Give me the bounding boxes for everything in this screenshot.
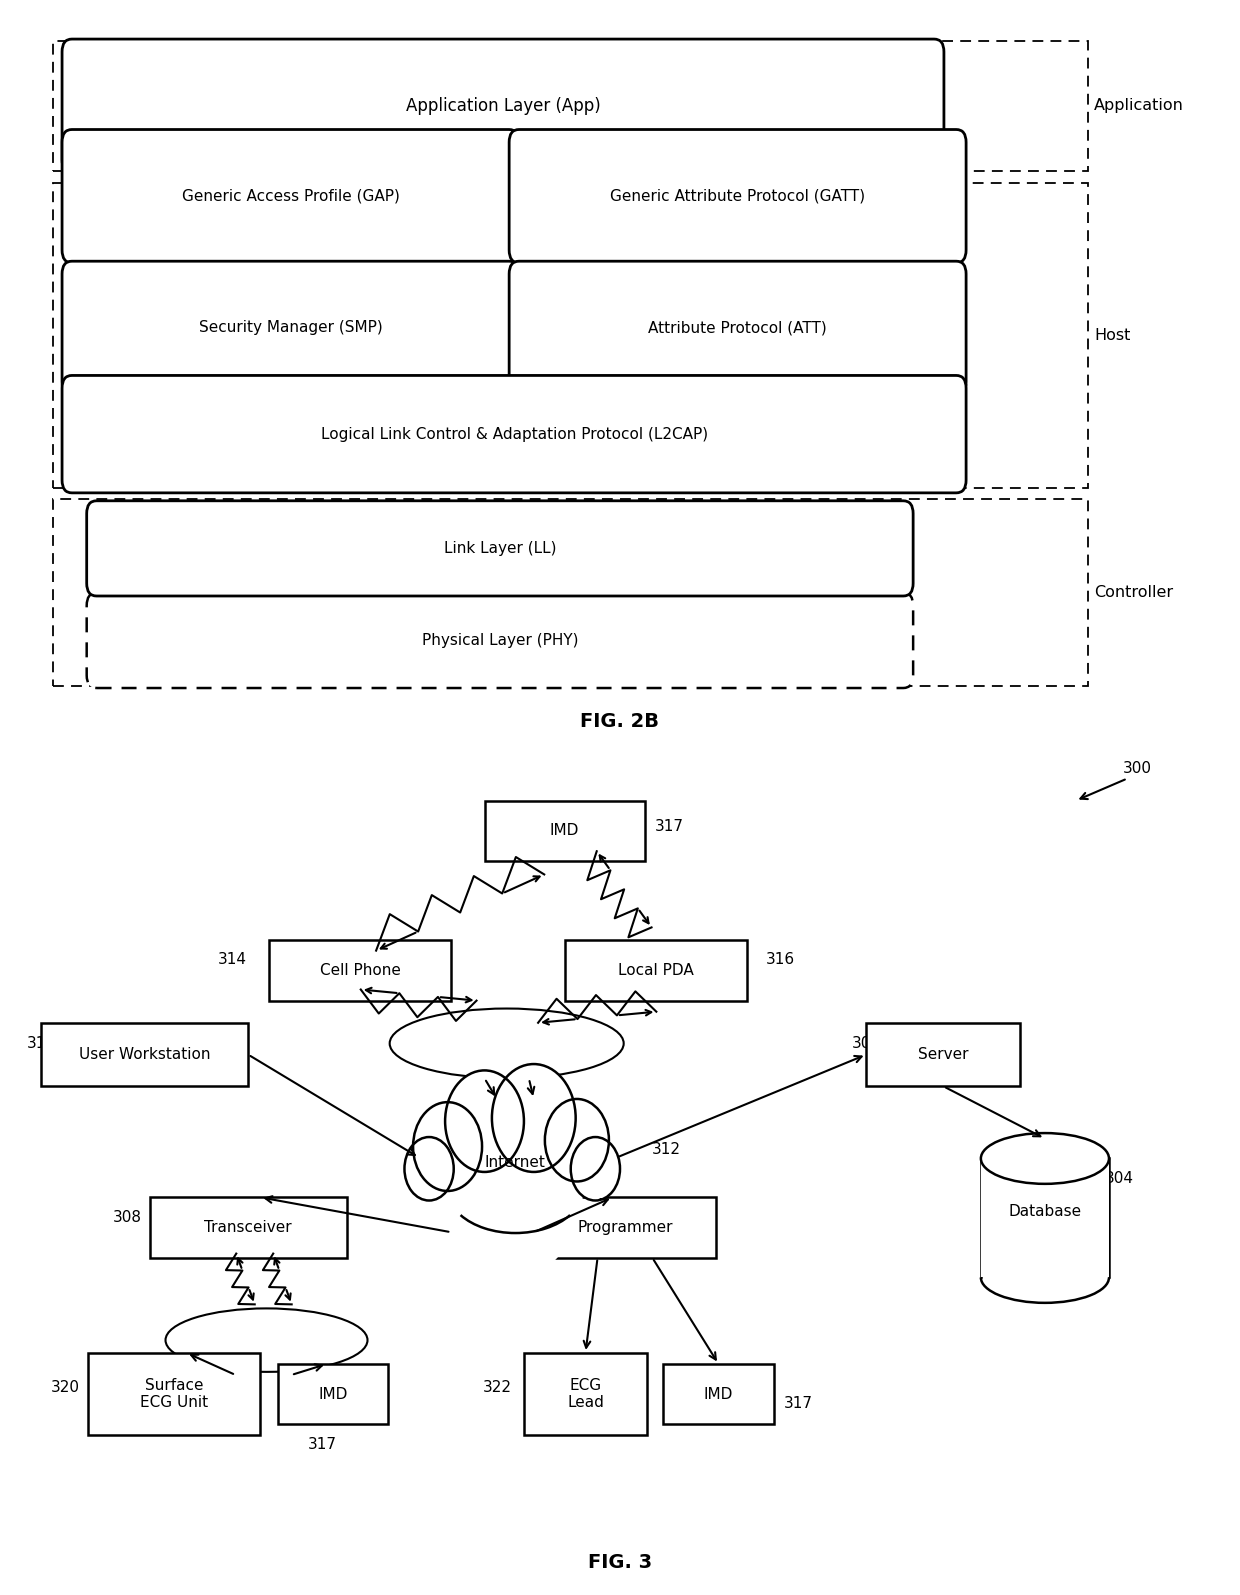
Text: 310: 310 xyxy=(26,1035,56,1051)
Bar xyxy=(525,1353,647,1436)
FancyBboxPatch shape xyxy=(87,593,913,687)
Text: Attribute Protocol (ATT): Attribute Protocol (ATT) xyxy=(649,321,827,335)
Text: User Workstation: User Workstation xyxy=(79,1046,211,1062)
Bar xyxy=(867,1022,1021,1086)
Bar xyxy=(278,1364,388,1424)
Text: 317: 317 xyxy=(308,1437,336,1453)
FancyBboxPatch shape xyxy=(510,262,966,394)
Bar xyxy=(150,1198,346,1257)
Text: ECG
Lead: ECG Lead xyxy=(567,1378,604,1410)
Text: Link Layer (LL): Link Layer (LL) xyxy=(444,541,557,557)
Bar xyxy=(269,941,451,1000)
Text: Generic Access Profile (GAP): Generic Access Profile (GAP) xyxy=(181,188,399,204)
Text: Surface
ECG Unit: Surface ECG Unit xyxy=(140,1378,208,1410)
Text: 300: 300 xyxy=(1122,761,1152,777)
Bar xyxy=(53,499,1087,686)
Circle shape xyxy=(445,1070,525,1172)
Text: IMD: IMD xyxy=(319,1386,347,1402)
Bar xyxy=(41,1022,248,1086)
FancyBboxPatch shape xyxy=(62,129,520,263)
Circle shape xyxy=(413,1102,482,1191)
Text: Generic Attribute Protocol (GATT): Generic Attribute Protocol (GATT) xyxy=(610,188,866,204)
Text: Server: Server xyxy=(918,1046,968,1062)
Text: Cell Phone: Cell Phone xyxy=(320,963,401,978)
Text: Logical Link Control & Adaptation Protocol (L2CAP): Logical Link Control & Adaptation Protoc… xyxy=(320,426,708,442)
Bar xyxy=(485,801,645,861)
Text: 308: 308 xyxy=(113,1211,141,1225)
Text: FIG. 2B: FIG. 2B xyxy=(580,711,660,731)
Text: Local PDA: Local PDA xyxy=(618,963,693,978)
Text: Controller: Controller xyxy=(1094,585,1173,600)
FancyBboxPatch shape xyxy=(62,262,520,394)
Text: Application Layer (App): Application Layer (App) xyxy=(405,97,600,115)
Text: Physical Layer (PHY): Physical Layer (PHY) xyxy=(422,633,578,648)
FancyBboxPatch shape xyxy=(87,501,913,597)
Text: 320: 320 xyxy=(51,1380,81,1396)
Text: IMD: IMD xyxy=(704,1386,733,1402)
Circle shape xyxy=(544,1099,609,1182)
FancyBboxPatch shape xyxy=(510,129,966,263)
Text: Security Manager (SMP): Security Manager (SMP) xyxy=(198,321,382,335)
Text: 306: 306 xyxy=(501,1211,529,1225)
Text: 314: 314 xyxy=(217,952,247,967)
Text: 326: 326 xyxy=(618,1227,647,1241)
Circle shape xyxy=(570,1137,620,1201)
Text: Transceiver: Transceiver xyxy=(205,1220,291,1235)
Text: 302: 302 xyxy=(852,1035,880,1051)
Text: Internet: Internet xyxy=(485,1155,546,1171)
Ellipse shape xyxy=(389,1008,624,1078)
Bar xyxy=(53,183,1087,488)
Text: 312: 312 xyxy=(652,1142,681,1158)
Text: FIG. 3: FIG. 3 xyxy=(588,1554,652,1571)
Bar xyxy=(53,40,1087,171)
FancyBboxPatch shape xyxy=(62,38,944,172)
Text: Database: Database xyxy=(1008,1204,1081,1219)
Text: Programmer: Programmer xyxy=(577,1220,672,1235)
Bar xyxy=(533,1198,715,1257)
Text: 317: 317 xyxy=(655,818,683,834)
Text: Application: Application xyxy=(1094,99,1184,113)
FancyBboxPatch shape xyxy=(62,375,966,493)
Bar xyxy=(88,1353,260,1436)
Text: 316: 316 xyxy=(765,952,795,967)
Ellipse shape xyxy=(165,1308,367,1372)
Text: 322: 322 xyxy=(482,1380,511,1396)
Bar xyxy=(981,1158,1109,1278)
Circle shape xyxy=(492,1064,575,1172)
Bar xyxy=(564,941,746,1000)
Text: IMD: IMD xyxy=(549,823,579,839)
Text: 304: 304 xyxy=(1105,1171,1133,1185)
Text: 317: 317 xyxy=(784,1396,813,1412)
Ellipse shape xyxy=(981,1132,1109,1183)
Bar xyxy=(663,1364,774,1424)
Circle shape xyxy=(404,1137,454,1201)
Circle shape xyxy=(448,1102,583,1276)
Text: Host: Host xyxy=(1094,329,1131,343)
